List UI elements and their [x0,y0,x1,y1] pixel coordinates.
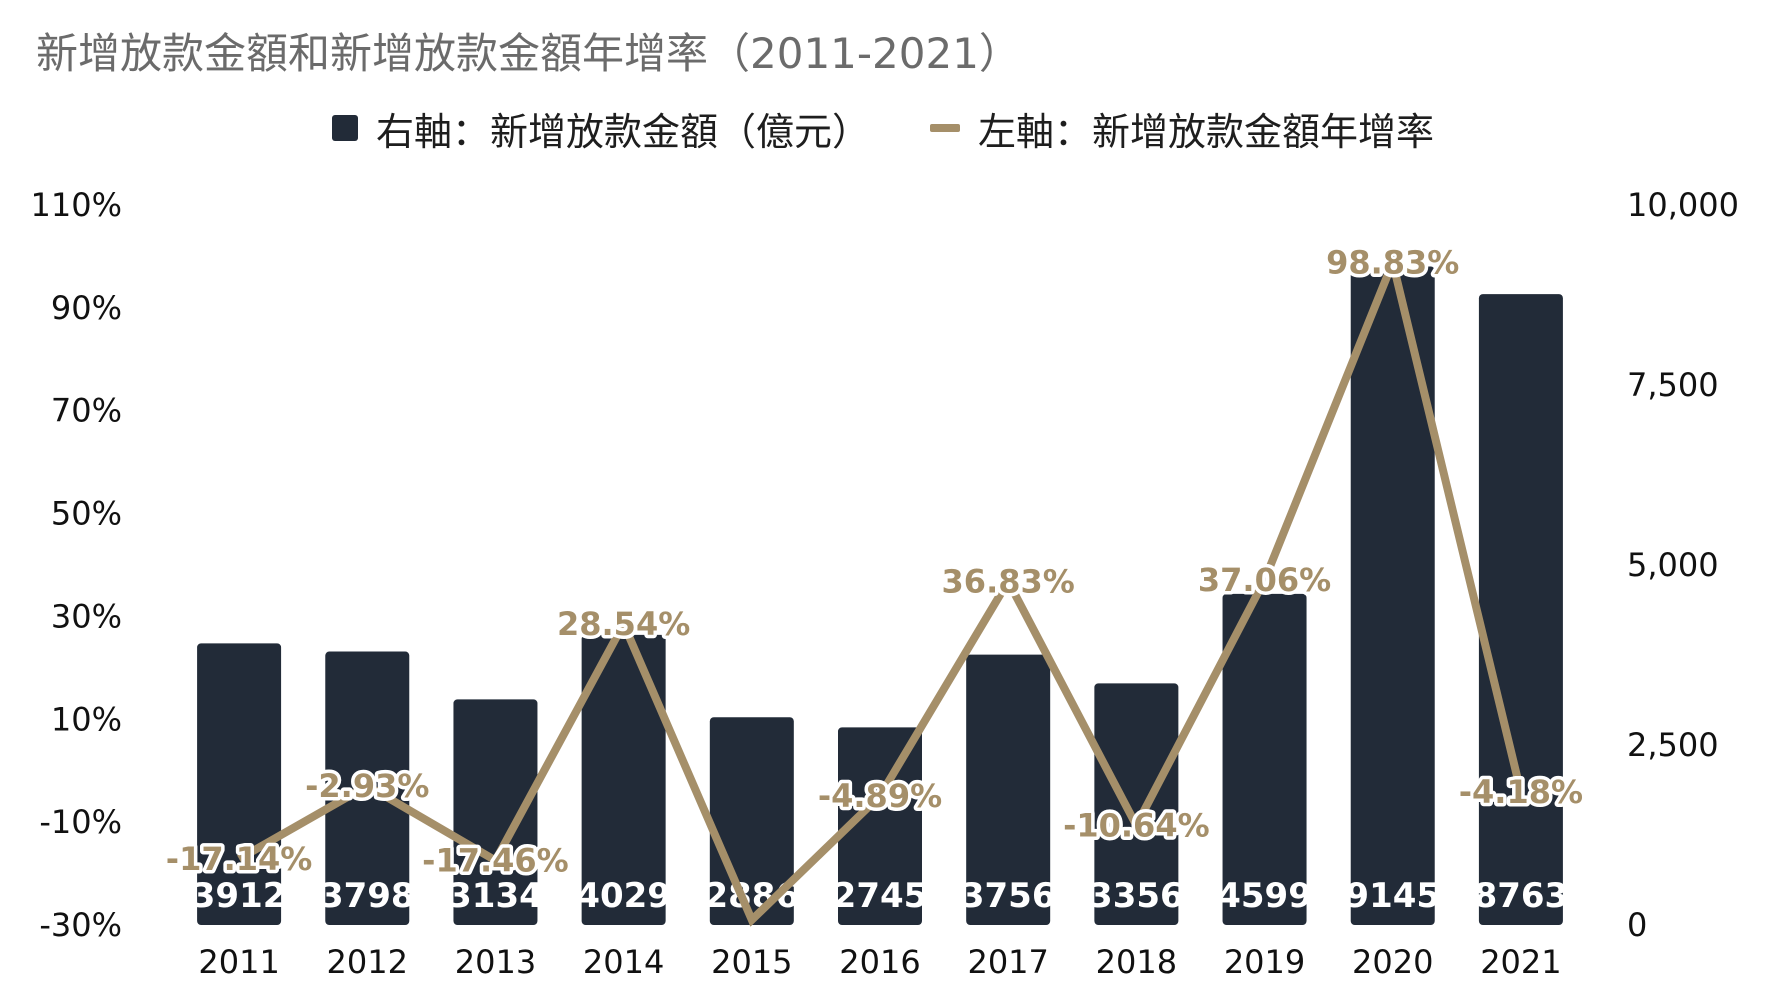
legend-bar-label: 右軸：新增放款金額（億元） [375,109,870,154]
bar-value-label: 9145 [1345,876,1440,916]
bar-value-label: 3134 [448,876,543,916]
legend-bar-swatch [331,115,358,141]
x-tick-label: 2017 [967,943,1048,981]
bar-value-label: 4599 [1217,876,1312,916]
legend: 右軸：新增放款金額（億元） 左軸：新增放款金額年增率 [0,98,1766,158]
x-tick-label: 2019 [1224,943,1305,981]
left-tick-label: 90% [51,289,122,327]
rate-value-label: -17.14% [166,840,313,878]
bar-value-label: 3798 [320,876,415,916]
right-tick-label: 7,500 [1627,366,1719,404]
x-tick-label: 2014 [583,943,664,981]
rate-value-label: 37.06% [1198,561,1331,599]
bar-2017[interactable] [966,654,1051,925]
left-tick-label: 110% [31,186,122,224]
bar-value-labels: 3912 3798 3134 4029 2886 2745 3756 3356 4599 9145… [192,876,1568,916]
left-tick-label: -10% [39,803,122,841]
line-series [237,249,1525,927]
legend-line-swatch [930,124,960,132]
bar-value-label: 2886 [704,876,799,916]
bar-value-label: 2745 [833,876,928,916]
bar-2014[interactable] [581,634,666,925]
legend-line-label: 左軸：新增放款金額年增率 [978,109,1435,154]
rate-value-label: -17.46% [422,842,569,880]
bar-value-label: 3912 [192,876,287,916]
left-tick-label: 50% [51,495,122,533]
x-tick-label: 2021 [1480,943,1561,981]
x-tick-label: 2016 [839,943,920,981]
bar-value-label: 8763 [1474,876,1569,916]
bar-2011[interactable] [197,643,282,925]
rate-value-label: 98.83% [1326,243,1459,281]
rate-value-label: 28.54% [557,605,690,643]
rate-value-label: -4.18% [1459,773,1583,811]
rate-value-label: -2.93% [305,767,429,805]
x-tick-label: 2011 [198,943,279,981]
right-tick-label: 5,000 [1627,546,1719,584]
bar-series [197,266,1563,926]
x-tick-label: 2020 [1352,943,1433,981]
bar-2019[interactable] [1222,593,1307,925]
left-tick-label: -30% [39,906,122,944]
right-tick-label: 2,500 [1627,726,1719,764]
left-tick-label: 10% [51,700,122,738]
rate-value-labels: -17.14% -2.93% -17.46% 28.54% -4.89% 36.83% -1… [162,240,1586,883]
right-tick-label: 0 [1627,906,1647,944]
x-tick-label: 2015 [711,943,792,981]
bar-value-label: 3356 [1089,876,1184,916]
right-tick-label: 10,000 [1627,186,1739,224]
x-tick-label: 2012 [327,943,408,981]
left-axis: 110% 90% 70% 50% 30% 10% -10% -30% [31,186,122,944]
left-tick-label: 30% [51,597,122,635]
x-tick-label: 2018 [1096,943,1177,981]
left-tick-label: 70% [51,392,122,430]
bar-2018[interactable] [1094,683,1179,925]
x-tick-label: 2013 [455,943,536,981]
bar-value-label: 3756 [961,876,1056,916]
bar-2013[interactable] [453,699,538,925]
bar-2020[interactable] [1350,266,1435,925]
legend-item-bars[interactable]: 右軸：新增放款金額（億元） [331,101,870,156]
rate-value-label: 36.83% [942,562,1075,600]
bar-value-label: 4029 [576,876,671,916]
bar-2021[interactable] [1478,294,1563,926]
right-axis: 10,000 7,500 5,000 2,500 0 [1627,186,1739,944]
rate-value-label: -4.89% [818,777,942,815]
x-axis: 2011 2012 2013 2014 2015 2016 2017 2018 2019 2020… [198,943,1561,981]
bar-2016[interactable] [838,727,922,925]
legend-item-line[interactable]: 左軸：新增放款金額年增率 [930,101,1434,156]
rate-value-label: -10.64% [1063,806,1210,844]
chart-title: 新增放款金額和新增放款金額年增率（2011-2021） [36,29,1021,78]
